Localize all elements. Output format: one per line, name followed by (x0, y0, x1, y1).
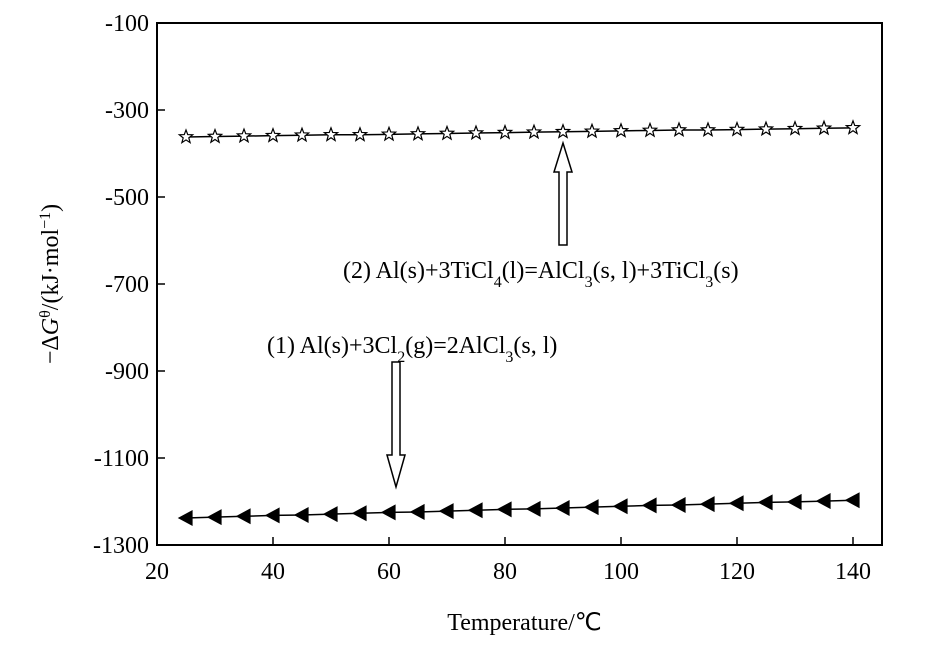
y-tick-label: -300 (105, 98, 149, 124)
marker (728, 495, 744, 512)
x-axis-label: Temperature/℃ (447, 610, 602, 636)
annotation-part: 3 (705, 274, 713, 291)
marker (670, 121, 688, 138)
y-tick-label: -1100 (94, 446, 149, 472)
marker (844, 492, 860, 509)
marker (351, 126, 369, 142)
annotation-part: (1) Al(s)+3Cl (267, 333, 398, 359)
annotation-part: 3 (585, 274, 593, 291)
marker (699, 121, 717, 138)
arrow-down (386, 361, 406, 490)
annotation-part: 3 (505, 349, 513, 366)
marker (322, 126, 340, 142)
marker (525, 123, 543, 140)
marker (612, 498, 628, 515)
marker (554, 123, 572, 139)
annotation-part: (2) Al(s)+3TiCl (343, 258, 494, 284)
y-axis-label-part: ) (38, 204, 64, 212)
annotation: (2) Al(s)+3TiCl4(l)=AlCl3(s, l)+3TiCl3(s… (343, 258, 739, 291)
x-tick-label: 120 (719, 559, 755, 585)
marker (438, 503, 454, 520)
marker (583, 499, 599, 516)
marker (264, 507, 280, 524)
marker (757, 120, 775, 137)
y-axis-label-part: /(kJ·mol (38, 229, 64, 311)
annotation-part: 2 (397, 349, 405, 366)
marker (409, 503, 425, 520)
marker (583, 122, 601, 139)
plot-frame (156, 22, 883, 546)
marker (670, 496, 686, 513)
arrows (386, 140, 574, 490)
annotation-part: (s) (713, 258, 738, 284)
marker (206, 127, 224, 144)
marker (293, 506, 309, 523)
y-tick-label: -1300 (93, 533, 149, 559)
annotation-part: (l)=AlCl (502, 258, 585, 284)
marker (554, 500, 570, 517)
marker (757, 494, 773, 511)
marker (235, 508, 251, 525)
y-tick-label: -700 (105, 272, 149, 298)
y-axis-label: −ΔGθ/(kJ·mol−1) (37, 204, 65, 364)
marker (380, 125, 398, 142)
marker (293, 126, 311, 143)
marker (728, 120, 746, 137)
x-tick-label: 140 (835, 559, 871, 585)
marker (264, 126, 282, 143)
marker (496, 501, 512, 518)
marker (322, 506, 338, 523)
x-tick-label: 40 (261, 559, 285, 585)
marker (177, 510, 193, 527)
y-tick-label: -100 (105, 11, 149, 37)
y-axis-label-part: θ (37, 310, 54, 318)
y-axis-label-part: −1 (37, 212, 54, 229)
x-tick-label: 60 (377, 559, 401, 585)
marker (467, 124, 485, 141)
marker (525, 500, 541, 517)
marker (409, 125, 427, 141)
x-tick-label: 80 (493, 559, 517, 585)
marker (438, 124, 456, 141)
marker (786, 119, 804, 136)
series-line (185, 499, 854, 519)
x-tick-label: 20 (145, 559, 169, 585)
annotation-part: (s, l) (513, 333, 557, 359)
annotation: (1) Al(s)+3Cl2(g)=2AlCl3(s, l) (267, 333, 557, 366)
marker (815, 493, 831, 510)
annotation-part: (g)=2AlCl (405, 333, 506, 359)
marker (177, 128, 195, 145)
series-line (185, 127, 854, 138)
annotation-part: (s, l)+3TiCl (593, 258, 706, 284)
marker (496, 123, 514, 140)
arrow-up (552, 140, 574, 246)
marker (641, 497, 657, 514)
marker (844, 119, 862, 135)
marker (380, 504, 396, 521)
y-tick-label: -500 (105, 185, 149, 211)
marker (641, 121, 659, 138)
annotation-part: 4 (494, 274, 502, 291)
marker (815, 119, 833, 136)
marker (467, 502, 483, 519)
y-axis-label-part: −Δ (38, 335, 64, 364)
marker (351, 505, 367, 522)
marker (699, 496, 715, 513)
marker (235, 127, 253, 144)
y-axis-label-part: G (38, 318, 64, 335)
marker (786, 493, 802, 510)
marker (612, 122, 630, 138)
marker (206, 509, 222, 526)
y-tick-label: -900 (105, 359, 149, 385)
x-tick-label: 100 (603, 559, 639, 585)
